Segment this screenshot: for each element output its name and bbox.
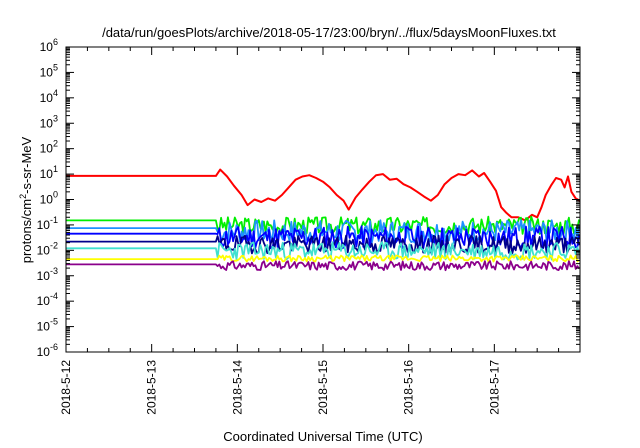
series-line-1 (66, 168, 581, 222)
y-tick-label: 10-4 (37, 291, 58, 308)
chart-title: /data/run/goesPlots/archive/2018-05-17/2… (102, 25, 556, 40)
y-axis-ticks: 10-6 10-5 10-4 10-3 10-2 10-1 100 101 102 103 104 1… (37, 37, 580, 359)
y-tick-label: 10-1 (37, 215, 58, 232)
y-axis-label-suffix: -s-sr-MeV (19, 136, 34, 193)
x-axis-label: Coordinated Universal Time (UTC) (223, 429, 422, 444)
x-tick-label: 2018-5-17 (487, 360, 501, 415)
y-tick-label: 10-3 (37, 266, 58, 283)
y-axis-label-prefix: protons/cm (19, 199, 34, 263)
y-tick-label: 101 (40, 164, 58, 181)
y-tick-label: 104 (40, 88, 58, 105)
x-tick-label: 2018-5-13 (145, 360, 159, 415)
y-tick-label: 10-2 (37, 240, 58, 257)
y-tick-label: 10-6 (37, 342, 58, 359)
x-tick-label: 2018-5-15 (316, 360, 330, 415)
y-tick-label: 103 (40, 113, 58, 130)
series-line-5 (66, 234, 580, 255)
series-line-7 (66, 254, 580, 263)
y-tick-label: 106 (40, 37, 58, 54)
plot-lines (66, 168, 581, 272)
x-tick-label: 2018-5-12 (59, 360, 73, 415)
y-tick-label: 100 (40, 190, 58, 207)
y-tick-label: 105 (40, 62, 58, 79)
plot-frame (65, 46, 581, 353)
x-axis-ticks: 2018-5-12 2018-5-13 2018-5-14 2018-5-15 2018… (59, 47, 581, 415)
x-tick-label: 2018-5-16 (402, 360, 416, 415)
y-axis-label-sup: 2 (18, 194, 28, 199)
y-axis-label: protons/cm2-s-sr-MeV (18, 136, 34, 263)
series-line-6 (66, 241, 580, 261)
y-tick-label: 102 (40, 139, 58, 156)
series-line-8 (66, 260, 580, 272)
y-tick-label: 10-5 (37, 317, 58, 334)
x-tick-label: 2018-5-14 (230, 360, 244, 415)
